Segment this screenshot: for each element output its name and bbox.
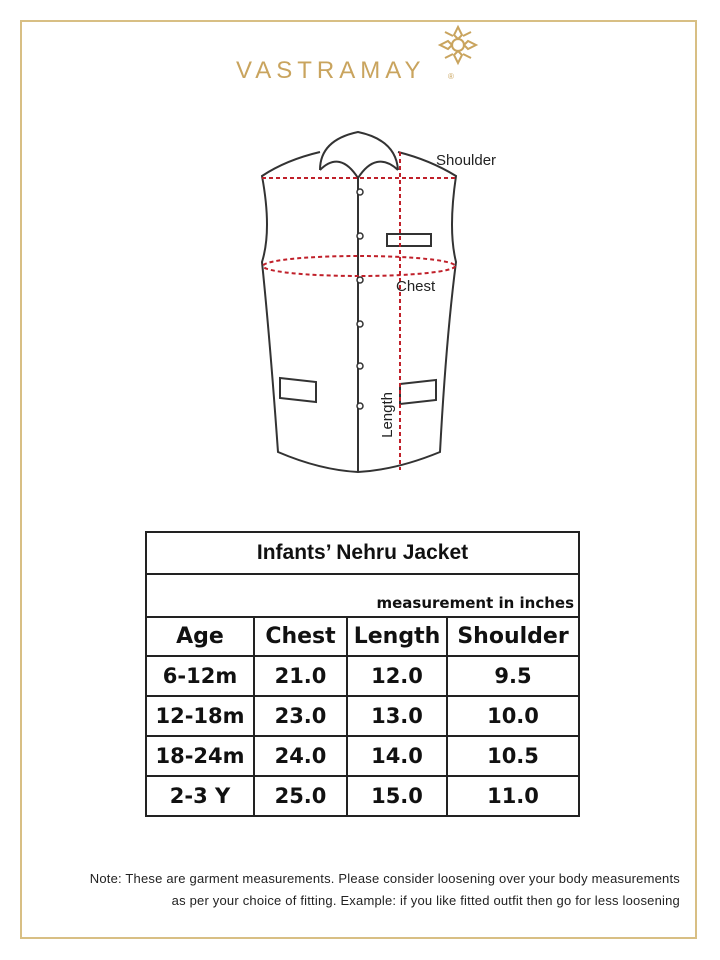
- header-length: Length: [346, 616, 448, 657]
- cell-shoulder: 11.0: [446, 775, 580, 817]
- header-shoulder: Shoulder: [446, 616, 580, 657]
- brand-logo: VASTRAMAY: [236, 57, 426, 84]
- cell-shoulder: 10.0: [446, 695, 580, 737]
- chest-label: Chest: [396, 278, 436, 295]
- jacket-diagram: [260, 130, 458, 474]
- note-line-1: Note: These are garment measurements. Pl…: [89, 871, 680, 886]
- cell-length: 12.0: [346, 655, 448, 697]
- cell-age: 2-3 Y: [145, 775, 255, 817]
- cell-age: 6-12m: [145, 655, 255, 697]
- cell-chest: 24.0: [253, 735, 348, 777]
- cell-age: 12-18m: [145, 695, 255, 737]
- cell-shoulder: 9.5: [446, 655, 580, 697]
- cell-length: 15.0: [346, 775, 448, 817]
- gold-border: [20, 20, 697, 939]
- cell-length: 14.0: [346, 735, 448, 777]
- cell-chest: 21.0: [253, 655, 348, 697]
- table-row: 2-3 Y 25.0 15.0 11.0: [145, 775, 580, 817]
- cell-age: 18-24m: [145, 735, 255, 777]
- table-unit-note: measurement in inches: [145, 573, 580, 618]
- header-age: Age: [145, 616, 255, 657]
- note-line-2: as per your choice of fitting. Example: …: [171, 893, 680, 908]
- registered-mark: ®: [448, 72, 454, 81]
- size-table: Infants’ Nehru Jacket measurement in inc…: [145, 531, 580, 817]
- cell-chest: 23.0: [253, 695, 348, 737]
- cell-shoulder: 10.5: [446, 735, 580, 777]
- table-row: 12-18m 23.0 13.0 10.0: [145, 695, 580, 737]
- fitting-note: Note: These are garment measurements. Pl…: [20, 868, 680, 912]
- table-row: 18-24m 24.0 14.0 10.5: [145, 735, 580, 777]
- cell-length: 13.0: [346, 695, 448, 737]
- table-title: Infants’ Nehru Jacket: [145, 531, 580, 575]
- brand-emblem-icon: [437, 24, 479, 66]
- cell-chest: 25.0: [253, 775, 348, 817]
- shoulder-label: Shoulder: [436, 152, 497, 169]
- header-chest: Chest: [253, 616, 348, 657]
- length-label: Length: [379, 392, 396, 438]
- table-row: 6-12m 21.0 12.0 9.5: [145, 655, 580, 697]
